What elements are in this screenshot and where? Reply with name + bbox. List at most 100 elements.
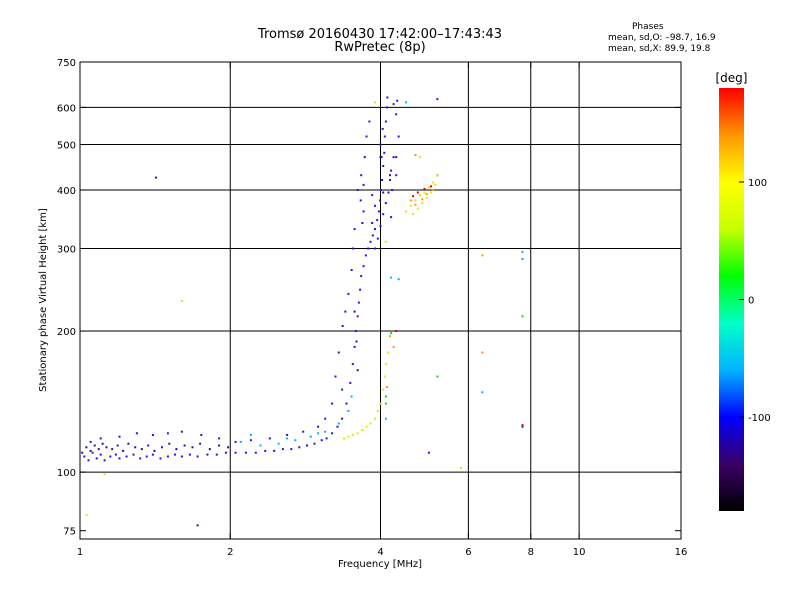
scatter-point [353,310,356,313]
grid-lines [80,62,681,539]
scatter-point [384,240,387,243]
x-tick-label: 6 [465,547,471,558]
scatter-point [341,325,344,327]
scatter-point [306,444,308,447]
scatter-point [384,395,387,398]
scatter-point [334,375,337,378]
scatter-point [421,198,424,201]
scatter-point [382,388,385,391]
scatter-point [391,189,394,191]
scatter-point [374,101,376,104]
scatter-point [200,434,203,436]
scatter-point [386,96,389,99]
scatter-point [324,417,327,420]
scatter-point [414,154,417,156]
scatter-point [313,442,316,445]
scatter-point [249,439,252,442]
scatter-point [389,179,391,181]
scatter-point [105,446,108,449]
scatter-point [364,254,367,257]
scatter-point [356,432,359,435]
scatter-point [81,451,84,454]
colorbar: [deg] 100 0 -100 [716,71,771,511]
scatter-point [416,191,419,194]
scatter-point [175,448,178,451]
scatter-point [359,288,362,291]
scatter-point [151,453,154,456]
scatter-point [383,151,386,154]
scatter-point [218,444,221,447]
scatter-point [361,429,364,431]
scatter-point [118,457,121,460]
scatter-point [343,437,345,440]
scatter-point [371,222,374,224]
scatter-point [521,315,524,318]
scatter-point [227,446,230,449]
scatter-point [376,237,379,240]
scatter-point [395,113,398,116]
scatter-point [277,442,280,445]
scatter-point [85,446,88,449]
scatter-point [379,199,381,202]
scatter-point [379,225,382,227]
scatter-point [430,185,432,188]
scatter-point [155,176,157,179]
scatter-point [481,254,484,257]
scatter-point [384,417,387,420]
scatter-point [419,194,421,197]
scatter-point [281,448,284,451]
scatter-point [409,204,412,207]
scatter-point [350,269,353,271]
chart-subtitle: RwPretec (8p) [334,40,426,55]
scatter-point [347,435,350,438]
scatter-point [147,444,150,447]
scatter-point [174,453,176,456]
scatter-point [362,265,365,268]
scatter-point [168,442,171,445]
scatter-point [336,425,339,428]
scatter-point [351,247,354,250]
scatter-point [409,199,412,202]
scatter-point [234,451,237,454]
scatter-point [103,459,106,462]
y-tick-label: 750 [57,58,76,69]
scatter-point [356,369,359,372]
scatter-point [414,203,417,206]
scatter-point [432,189,435,191]
scatter-point [298,446,301,449]
scatter-point [341,417,344,420]
y-tick-label: 200 [57,327,76,338]
scatter-point [180,299,183,302]
scatter-point [116,444,119,447]
scatter-point [259,444,262,447]
scatter-point [390,276,393,279]
scatter-point [521,424,524,427]
scatter-point [385,106,388,109]
scatter-point [369,240,372,243]
scatter-point [166,455,169,458]
scatter-point [405,210,407,213]
scatter-point [381,179,384,181]
scatter-point [380,156,383,159]
scatter-point [361,222,364,224]
scatter-point [379,156,382,159]
x-tick-label: 2 [227,547,233,558]
scatter-point [188,453,191,456]
scatter-point [379,143,382,146]
scatter-point [347,292,350,295]
x-tick-label: 16 [675,547,688,558]
scatter-point [109,455,112,458]
scatter-point [101,442,104,445]
y-tick-label: 75 [63,527,76,538]
scatter-point [85,514,88,516]
colorbar-tick-label: 100 [748,178,767,189]
scatter-point [83,455,86,458]
scatter-point [93,444,96,447]
scatter-point [374,417,376,420]
scatter-point [345,402,348,405]
scatter-point [239,440,242,443]
scatter-point [362,210,365,213]
y-tick-label: 400 [57,186,76,197]
scatter-point [234,440,237,443]
